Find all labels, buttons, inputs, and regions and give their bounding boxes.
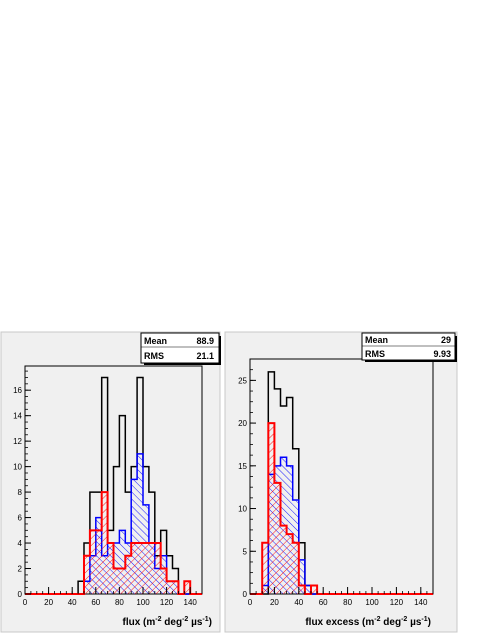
y-tick-label: 6 bbox=[18, 514, 23, 523]
x-tick-label: 120 bbox=[160, 598, 174, 607]
histogram-bar bbox=[262, 542, 269, 594]
y-tick-label: 10 bbox=[238, 505, 247, 514]
y-tick-label: 0 bbox=[243, 590, 248, 599]
histogram-bar bbox=[286, 534, 293, 594]
stats-value-rms: 9.93 bbox=[433, 349, 451, 359]
histogram-bar bbox=[154, 543, 161, 594]
histogram-bar bbox=[148, 543, 155, 594]
x-tick-label: 0 bbox=[248, 598, 253, 607]
histogram-bar bbox=[107, 543, 114, 594]
histogram-bar bbox=[184, 581, 191, 594]
y-tick-label: 0 bbox=[18, 590, 23, 599]
x-tick-label: 80 bbox=[343, 598, 352, 607]
x-tick-label: 40 bbox=[294, 598, 303, 607]
histogram-bar bbox=[166, 581, 173, 594]
stats-label-mean: Mean bbox=[365, 335, 388, 345]
histogram-bar bbox=[298, 585, 305, 594]
y-tick-label: 20 bbox=[238, 419, 247, 428]
histogram-bar bbox=[131, 479, 138, 594]
histogram-bar bbox=[125, 555, 132, 594]
x-tick-label: 100 bbox=[136, 598, 150, 607]
y-tick-label: 8 bbox=[18, 488, 23, 497]
histogram-bar bbox=[137, 453, 143, 594]
x-tick-label: 20 bbox=[44, 598, 53, 607]
histogram-bar bbox=[143, 543, 149, 594]
histogram-panel-flux: 0 2 4 6 8 10 12 14 16 0 20 40 60 80 100 120 140 Mean 88.… bbox=[0, 331, 221, 633]
y-tick-label: 5 bbox=[243, 547, 248, 556]
stats-value-rms: 21.1 bbox=[196, 351, 214, 361]
histogram-bar bbox=[160, 568, 167, 594]
series-outline bbox=[250, 422, 433, 595]
x-tick-label: 80 bbox=[115, 598, 124, 607]
histogram-bar bbox=[119, 568, 126, 594]
histogram-bar bbox=[84, 555, 90, 594]
histogram-bar bbox=[89, 530, 96, 594]
y-tick-label: 12 bbox=[13, 437, 22, 446]
x-tick-label: 100 bbox=[365, 598, 379, 607]
y-tick-label: 2 bbox=[18, 565, 23, 574]
axes: 0 2 4 6 8 10 12 14 16 0 20 40 60 80 100 120 140 bbox=[13, 370, 203, 607]
series-2 bbox=[25, 491, 202, 595]
y-tick-label: 14 bbox=[13, 412, 22, 421]
x-tick-label: 140 bbox=[414, 598, 428, 607]
x-axis-label: flux (m-2 deg-2 µs-1) bbox=[123, 616, 213, 628]
stats-box: Mean 88.9 RMS 21.1 bbox=[140, 332, 221, 365]
y-tick-label: 15 bbox=[238, 462, 247, 471]
stats-value-mean: 88.9 bbox=[196, 336, 214, 346]
histogram-bars bbox=[250, 371, 433, 595]
histogram-bar bbox=[131, 543, 138, 594]
histogram-bar bbox=[119, 530, 126, 594]
stats-label-rms: RMS bbox=[144, 351, 164, 361]
histogram-bar bbox=[304, 585, 311, 594]
histogram-bars bbox=[25, 376, 202, 595]
stats-label-mean: Mean bbox=[144, 336, 167, 346]
stats-value-mean: 29 bbox=[441, 335, 451, 345]
x-tick-label: 140 bbox=[184, 598, 198, 607]
histogram-bar bbox=[292, 542, 299, 594]
histogram-panel-flux-excess: 0 5 10 15 20 25 0 20 40 60 80 100 120 140 Mean 29 RMS… bbox=[224, 331, 458, 633]
y-tick-label: 16 bbox=[13, 386, 22, 395]
x-tick-label: 40 bbox=[68, 598, 77, 607]
axes: 0 5 10 15 20 25 0 20 40 60 80 100 120 140 bbox=[238, 358, 434, 607]
histogram-bar bbox=[95, 530, 102, 594]
stats-box: Mean 29 RMS 9.93 bbox=[361, 332, 457, 362]
stats-label-rms: RMS bbox=[365, 349, 385, 359]
histogram-bar bbox=[280, 525, 287, 594]
x-tick-label: 0 bbox=[23, 598, 28, 607]
histogram-bar bbox=[311, 585, 318, 594]
x-tick-label: 120 bbox=[390, 598, 404, 607]
histogram-bar bbox=[268, 423, 275, 594]
x-tick-label: 20 bbox=[270, 598, 279, 607]
x-axis-label: flux excess (m-2 deg-2 µs-1) bbox=[305, 616, 431, 628]
y-tick-label: 4 bbox=[18, 539, 23, 548]
histogram-bar bbox=[286, 465, 293, 594]
series-2 bbox=[250, 422, 433, 595]
histogram-bar bbox=[172, 581, 179, 594]
histogram-bar bbox=[298, 559, 305, 594]
x-tick-label: 60 bbox=[319, 598, 328, 607]
panel-background bbox=[224, 331, 458, 633]
histogram-bar bbox=[274, 482, 281, 594]
histogram-bar bbox=[101, 492, 108, 594]
y-tick-label: 10 bbox=[13, 463, 22, 472]
histogram-bar bbox=[113, 568, 120, 594]
x-tick-label: 60 bbox=[91, 598, 100, 607]
histogram-bar bbox=[137, 543, 143, 594]
y-tick-label: 25 bbox=[238, 376, 247, 385]
